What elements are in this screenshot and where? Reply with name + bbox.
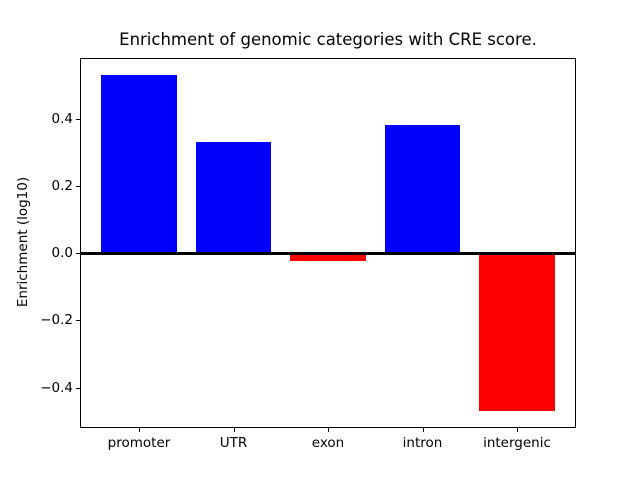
x-tick-mark xyxy=(139,428,140,432)
bar-intron xyxy=(384,125,461,254)
y-tick-mark xyxy=(76,253,80,255)
bar-intergenic xyxy=(479,253,555,412)
chart-title: Enrichment of genomic categories with CR… xyxy=(119,30,537,49)
y-tick-mark xyxy=(76,320,80,322)
y-tick-label: −0.4 xyxy=(40,379,73,396)
x-tick-label-intron: intron xyxy=(402,435,443,451)
bar-UTR xyxy=(195,142,272,254)
y-tick-label: 0.4 xyxy=(51,110,73,127)
x-tick-label-exon: exon xyxy=(311,435,345,451)
x-tick-mark xyxy=(517,428,518,432)
y-tick-label: −0.2 xyxy=(40,312,73,329)
y-tick-label: 0.0 xyxy=(51,245,73,262)
y-tick-mark xyxy=(76,185,80,187)
y-axis-label: Enrichment (log10) xyxy=(15,176,31,308)
x-tick-mark xyxy=(233,428,235,432)
x-tick-label-UTR: UTR xyxy=(219,435,248,451)
bar-exon xyxy=(290,253,366,262)
x-tick-mark xyxy=(328,428,329,432)
y-tick-mark xyxy=(76,387,80,389)
x-tick-label-intergenic: intergenic xyxy=(483,435,551,451)
y-tick-mark xyxy=(76,118,80,120)
zero-line xyxy=(80,251,576,255)
x-tick-label-promoter: promoter xyxy=(107,435,171,451)
bar-promoter xyxy=(101,74,177,254)
x-tick-mark xyxy=(422,428,424,432)
y-tick-label: 0.2 xyxy=(51,177,73,194)
